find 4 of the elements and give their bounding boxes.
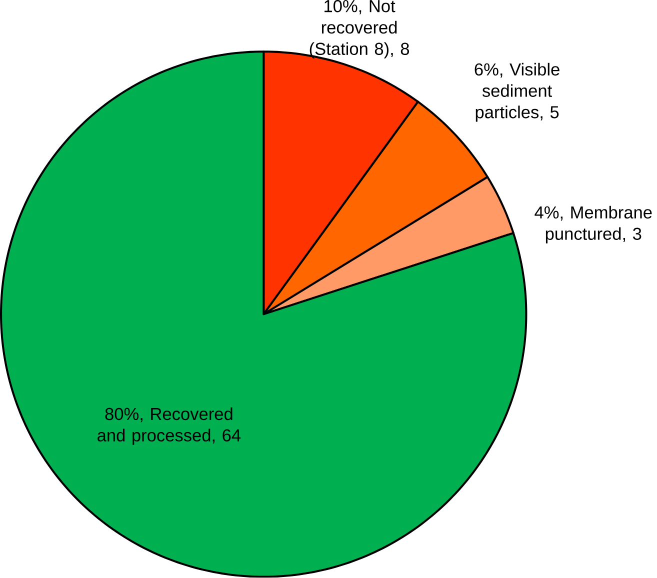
slice-label: 10%, Not recovered (Station 8), 8 xyxy=(310,0,410,58)
slice-label: 6%, Visible sediment particles, 5 xyxy=(474,62,560,122)
slice-label: 80%, Recovered and processed, 64 xyxy=(98,408,241,446)
slice-label: 4%, Membrane punctured, 3 xyxy=(534,206,652,244)
